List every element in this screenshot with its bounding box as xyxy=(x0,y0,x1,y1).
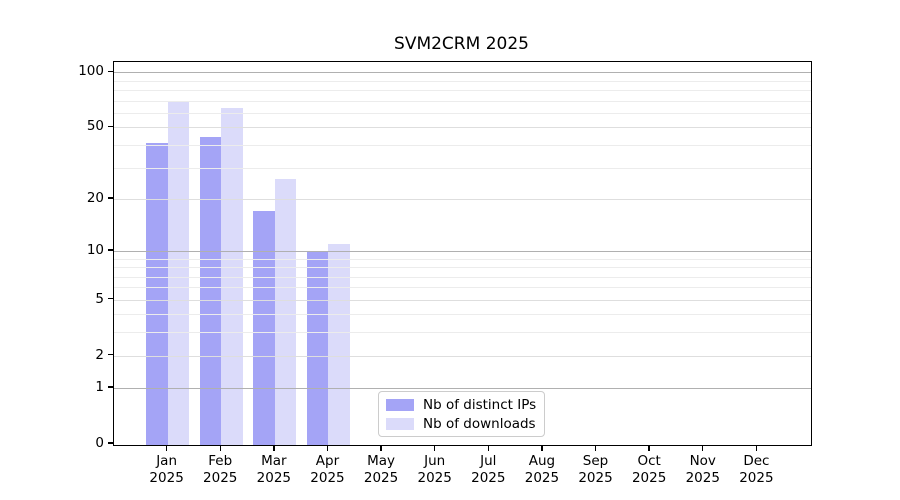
y-tick-label-50: 50 xyxy=(86,118,104,135)
gridline-1 xyxy=(114,388,811,390)
x-tick-label-jan: Jan 2025 xyxy=(149,453,184,486)
chart-title: SVM2CRM 2025 xyxy=(394,34,529,54)
x-tick-mark-jun xyxy=(433,445,436,451)
bar-distinct-ips-jan xyxy=(146,143,168,445)
gridline-70 xyxy=(114,100,811,102)
legend-swatch-distinct-ips xyxy=(386,398,414,411)
x-tick-mark-aug xyxy=(541,445,543,451)
y-tick-mark-50 xyxy=(108,125,113,128)
bar-distinct-ips-feb xyxy=(199,137,222,445)
x-tick-mark-feb xyxy=(219,445,221,451)
y-tick-mark-5 xyxy=(108,298,113,300)
x-tick-label-feb: Feb 2025 xyxy=(203,453,238,486)
bar-downloads-apr xyxy=(328,243,350,445)
gridline-8 xyxy=(114,267,811,269)
x-tick-mark-nov xyxy=(702,445,704,451)
gridline-20 xyxy=(114,198,811,200)
y-tick-label-10: 10 xyxy=(86,241,104,258)
x-tick-label-dec: Dec 2025 xyxy=(739,453,774,486)
y-tick-label-100: 100 xyxy=(78,63,104,80)
x-tick-mark-mar xyxy=(273,445,275,451)
gridline-40 xyxy=(114,144,811,146)
bar-downloads-feb xyxy=(221,107,243,445)
y-tick-label-20: 20 xyxy=(86,189,104,206)
y-tick-label-2: 2 xyxy=(95,346,104,363)
gridline-90 xyxy=(114,80,811,82)
y-tick-mark-2 xyxy=(108,353,113,356)
x-tick-mark-apr xyxy=(326,445,329,451)
x-tick-mark-may xyxy=(380,445,382,451)
legend-item-distinct-ips: Nb of distinct IPs xyxy=(386,397,537,413)
x-tick-mark-jul xyxy=(487,445,489,451)
x-tick-mark-sep xyxy=(594,445,597,451)
x-tick-label-jul: Jul 2025 xyxy=(471,453,506,486)
y-tick-label-0: 0 xyxy=(95,435,104,451)
x-tick-label-apr: Apr 2025 xyxy=(310,453,345,486)
gridline-30 xyxy=(114,167,811,169)
legend-item-downloads: Nb of downloads xyxy=(386,416,537,432)
gridline-6 xyxy=(114,287,811,289)
gridline-10 xyxy=(114,250,811,252)
y-tick-mark-20 xyxy=(108,197,113,199)
legend: Nb of distinct IPs Nb of downloads xyxy=(378,391,545,437)
x-tick-label-aug: Aug 2025 xyxy=(524,453,560,486)
bar-distinct-ips-apr xyxy=(306,250,329,445)
gridline-9 xyxy=(114,258,811,260)
x-tick-label-may: May 2025 xyxy=(363,453,399,486)
gridline-5 xyxy=(114,299,811,301)
x-tick-label-sep: Sep 2025 xyxy=(578,453,613,486)
y-tick-mark-10 xyxy=(108,249,113,251)
gridline-7 xyxy=(114,276,811,278)
bar-downloads-mar xyxy=(274,178,297,445)
gridline-2 xyxy=(114,355,811,357)
bar-distinct-ips-mar xyxy=(253,211,275,445)
gridline-50 xyxy=(114,127,811,129)
legend-label-downloads: Nb of downloads xyxy=(423,415,536,432)
x-tick-label-mar: Mar 2025 xyxy=(256,453,292,486)
y-tick-mark-1 xyxy=(108,386,113,388)
gridline-4 xyxy=(114,314,811,316)
y-tick-label-1: 1 xyxy=(95,379,104,396)
x-tick-mark-jan xyxy=(165,445,168,451)
y-tick-label-5: 5 xyxy=(95,290,104,307)
gridline-3 xyxy=(114,332,811,334)
y-tick-mark-0 xyxy=(108,442,113,444)
x-tick-label-nov: Nov 2025 xyxy=(685,453,720,486)
legend-swatch-downloads xyxy=(386,417,414,430)
gridline-60 xyxy=(114,112,811,114)
gridline-80 xyxy=(114,90,811,92)
x-tick-mark-dec xyxy=(755,445,758,451)
legend-label-distinct-ips: Nb of distinct IPs xyxy=(423,396,537,413)
x-tick-label-oct: Oct 2025 xyxy=(631,453,667,486)
plot-area xyxy=(113,61,812,446)
x-tick-mark-oct xyxy=(648,445,650,451)
gridline-100 xyxy=(114,72,811,74)
bar-downloads-jan xyxy=(167,101,190,445)
y-tick-mark-100 xyxy=(108,70,113,73)
x-tick-label-jun: Jun 2025 xyxy=(417,453,452,486)
